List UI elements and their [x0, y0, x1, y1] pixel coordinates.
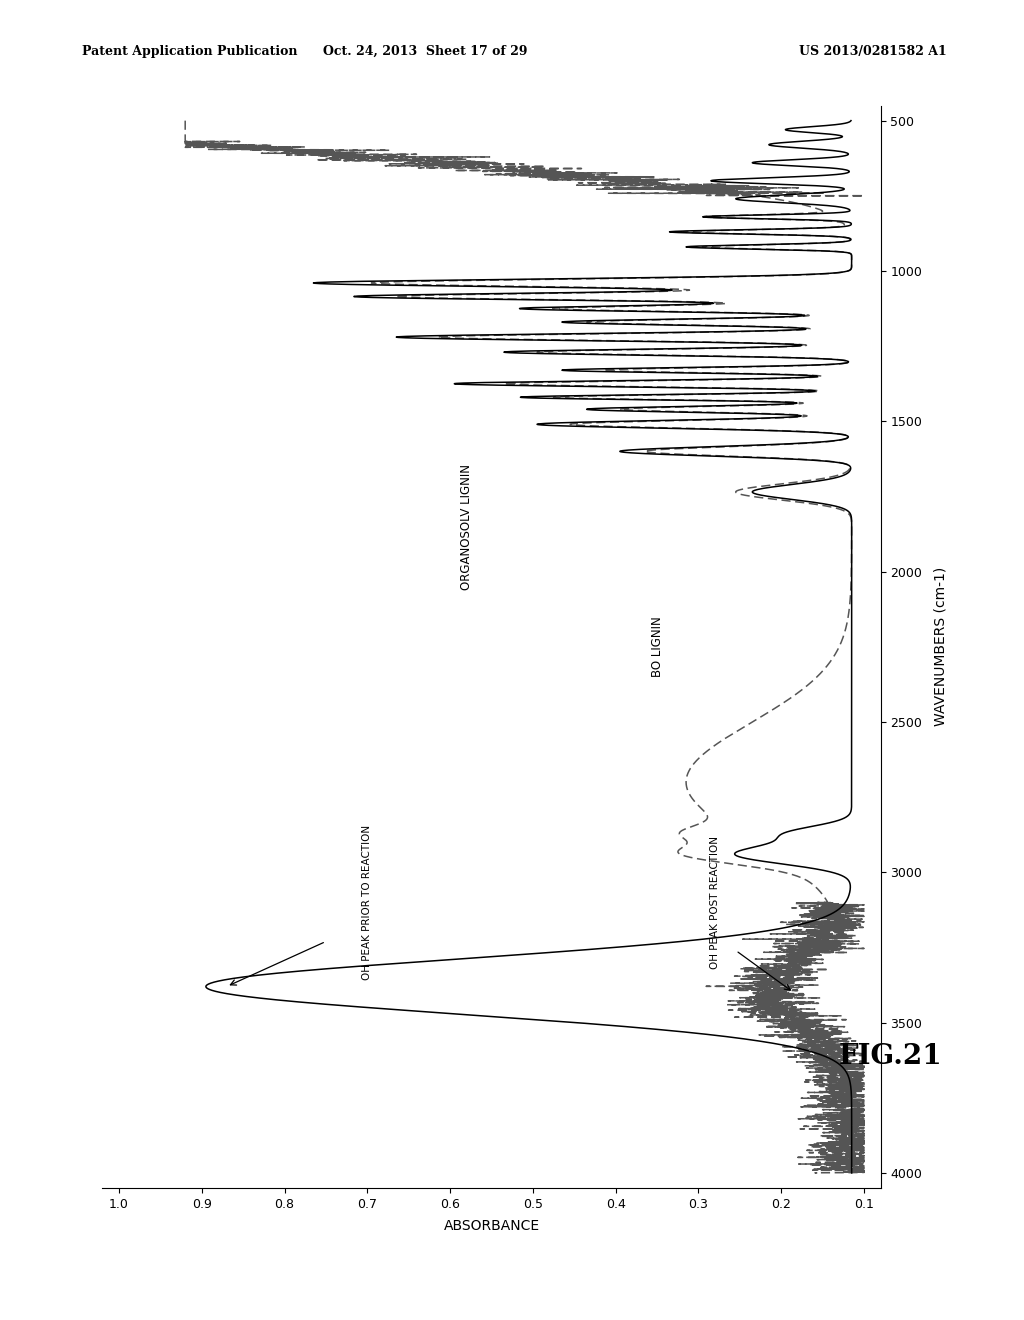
Text: OH PEAK PRIOR TO REACTION: OH PEAK PRIOR TO REACTION: [362, 825, 373, 979]
Text: Patent Application Publication: Patent Application Publication: [82, 45, 297, 58]
Text: OH PEAK POST REACTION: OH PEAK POST REACTION: [710, 836, 720, 969]
X-axis label: ABSORBANCE: ABSORBANCE: [443, 1220, 540, 1233]
Text: Oct. 24, 2013  Sheet 17 of 29: Oct. 24, 2013 Sheet 17 of 29: [323, 45, 527, 58]
Text: BO LIGNIN: BO LIGNIN: [650, 616, 664, 677]
Text: FIG.21: FIG.21: [839, 1043, 943, 1069]
Y-axis label: WAVENUMBERS (cm-1): WAVENUMBERS (cm-1): [933, 568, 947, 726]
Text: ORGANOSOLV LIGNIN: ORGANOSOLV LIGNIN: [460, 463, 473, 590]
Text: US 2013/0281582 A1: US 2013/0281582 A1: [800, 45, 947, 58]
